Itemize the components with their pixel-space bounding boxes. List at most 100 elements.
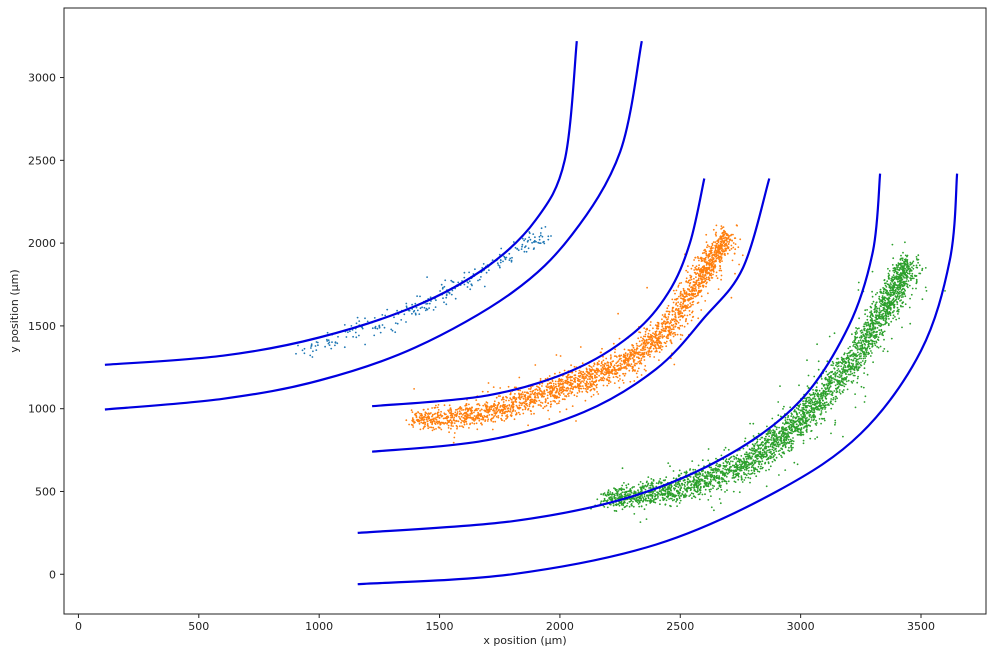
data-point [714,265,717,268]
data-point [824,393,827,396]
data-point [586,385,589,388]
data-point [422,408,425,411]
data-point [795,420,798,423]
data-point [855,330,858,332]
data-point [674,292,676,295]
data-point [593,363,596,366]
data-point [708,488,711,491]
data-point [523,239,525,242]
data-point [491,405,494,408]
data-point [584,387,587,390]
data-point [686,322,689,325]
data-point [451,289,454,292]
data-point [707,292,709,295]
data-point [494,410,496,412]
data-point [678,295,680,298]
data-point [606,499,609,502]
data-point [713,509,715,512]
data-point [826,379,829,382]
data-point [523,405,526,407]
data-point [468,280,471,283]
data-point [668,333,670,336]
data-point [824,388,827,391]
data-point [677,321,680,324]
data-point [441,287,444,290]
data-point [567,381,570,384]
data-point [657,339,660,342]
data-point [425,303,427,305]
data-point [692,476,695,479]
data-point [608,376,611,379]
data-point [310,347,312,349]
data-point [621,508,624,511]
data-point [419,417,422,419]
data-point [683,471,686,474]
data-point [871,335,873,337]
data-point [448,421,450,423]
data-point [522,397,525,400]
data-point [659,335,661,338]
data-point [712,270,715,273]
data-point [490,408,493,411]
data-point [658,359,660,361]
data-point [640,357,643,360]
data-point [717,487,720,490]
data-point [688,310,691,312]
data-point [533,398,536,401]
data-point [710,269,713,272]
data-point [768,449,770,452]
data-point [384,314,387,317]
data-point [509,257,512,260]
data-point [374,327,377,330]
data-point [869,311,871,314]
data-point [487,390,489,393]
data-point [500,417,502,420]
data-point [611,496,613,498]
data-point [890,277,893,280]
data-point [413,388,415,390]
data-point [849,370,852,373]
data-point [371,327,374,330]
data-point [433,428,436,431]
data-point [722,231,725,234]
data-point [881,309,884,312]
data-point [904,303,907,306]
data-point [664,327,667,330]
data-point [434,406,437,409]
data-point [676,505,678,507]
data-point [523,402,526,405]
data-point [555,385,558,388]
data-point [704,488,707,491]
data-point [527,424,529,427]
data-point [423,425,426,427]
data-point [501,414,503,417]
data-point [876,338,879,341]
data-point [639,344,642,347]
data-point [473,409,476,412]
data-point [752,452,754,455]
data-point [697,294,699,297]
data-point [626,504,628,507]
data-point [581,380,583,382]
data-point [689,279,691,282]
data-point [447,427,450,429]
data-point [647,338,650,341]
data-point [892,274,895,277]
data-point [684,488,687,491]
data-point [887,323,890,325]
data-point [698,498,701,501]
data-point [327,339,330,342]
data-point [656,321,659,324]
data-point [545,388,548,391]
data-point [431,420,434,423]
data-point [724,491,726,493]
data-point [450,421,452,424]
data-point [577,372,580,375]
data-point [608,379,611,382]
data-point [672,328,674,330]
data-point [601,366,604,369]
data-point [725,239,728,242]
data-point [638,345,640,348]
data-point [714,266,716,269]
data-point [694,468,697,471]
